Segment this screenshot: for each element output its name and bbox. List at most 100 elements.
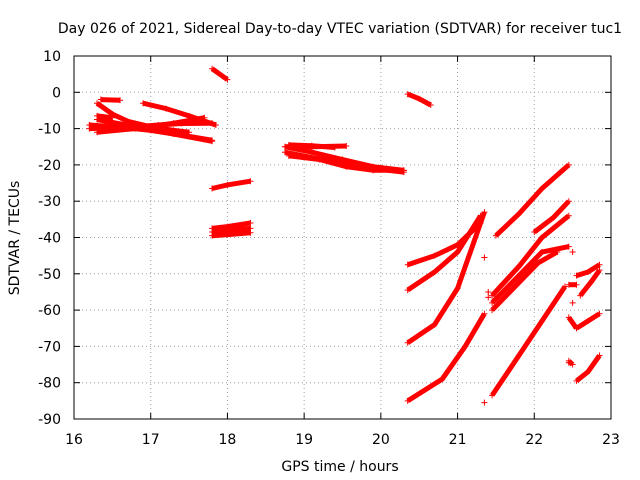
data-point xyxy=(404,397,411,404)
series-arc-21 xyxy=(406,214,483,293)
data-point xyxy=(281,149,288,156)
data-point xyxy=(404,261,411,268)
y-tick-label: -20 xyxy=(38,158,61,174)
data-point xyxy=(94,129,101,136)
y-tick-label: -80 xyxy=(38,376,61,392)
y-tick-label: -60 xyxy=(38,303,61,319)
y-axis: 10 0 -10 -20 -30 -40 -50 -60 -70 -80 -90 xyxy=(38,49,611,428)
data-point xyxy=(163,105,170,112)
x-tick-label: 21 xyxy=(449,432,467,448)
data-point xyxy=(565,198,572,205)
data-point xyxy=(404,339,411,346)
data-point xyxy=(247,178,254,185)
series-arc-34 xyxy=(574,354,602,383)
data-point xyxy=(569,249,576,256)
data-point xyxy=(515,352,522,359)
y-tick-label: -90 xyxy=(38,412,61,428)
data-point xyxy=(515,272,522,279)
data-point xyxy=(86,121,93,128)
data-point xyxy=(400,167,407,174)
data-point xyxy=(481,209,488,216)
data-point xyxy=(538,234,545,241)
data-point xyxy=(531,229,538,236)
data-point xyxy=(247,229,254,236)
data-point xyxy=(515,263,522,270)
x-tick-label: 16 xyxy=(65,432,83,448)
data-point xyxy=(596,267,603,274)
y-tick-label: 0 xyxy=(52,85,61,101)
data-point xyxy=(224,181,231,188)
data-point xyxy=(481,310,488,317)
data-point xyxy=(147,123,154,130)
data-point xyxy=(331,144,338,151)
data-point xyxy=(343,163,350,170)
data-point xyxy=(588,278,595,285)
data-point xyxy=(343,143,350,150)
data-point xyxy=(224,76,231,83)
y-tick-label: -50 xyxy=(38,267,61,283)
data-point xyxy=(584,317,591,324)
series-arc-10 xyxy=(211,178,251,191)
data-point xyxy=(565,359,572,366)
y-tick-label: -10 xyxy=(38,122,61,138)
data-point xyxy=(281,143,288,150)
data-point xyxy=(186,112,193,119)
chart-title: Day 026 of 2021, Sidereal Day-to-day VTE… xyxy=(58,21,622,37)
x-tick-label: 22 xyxy=(525,432,543,448)
data-point xyxy=(431,268,438,275)
data-point xyxy=(224,231,231,238)
data-point xyxy=(109,114,116,121)
data-point xyxy=(462,343,469,350)
series-arc-26 xyxy=(490,244,570,305)
data-point xyxy=(535,259,542,266)
data-point xyxy=(427,102,434,109)
data-point xyxy=(170,127,177,134)
data-series xyxy=(86,65,603,406)
series-arc-23 xyxy=(406,312,487,404)
x-tick-label: 18 xyxy=(219,432,237,448)
x-tick-label: 17 xyxy=(142,432,160,448)
data-point xyxy=(132,125,139,132)
x-tick-label: 19 xyxy=(295,432,313,448)
data-point xyxy=(485,294,492,301)
data-point xyxy=(584,268,591,275)
data-point xyxy=(212,121,219,128)
data-point xyxy=(565,161,572,168)
data-point xyxy=(512,283,519,290)
data-point xyxy=(285,152,292,159)
data-point xyxy=(209,232,216,239)
data-point xyxy=(186,129,193,136)
data-point xyxy=(489,299,496,306)
data-point xyxy=(573,281,580,288)
data-point xyxy=(454,285,461,292)
data-point xyxy=(97,96,104,103)
data-point xyxy=(489,392,496,399)
data-point xyxy=(285,141,292,148)
series-arc-22 xyxy=(406,211,487,345)
data-point xyxy=(431,321,438,328)
data-point xyxy=(596,310,603,317)
data-point xyxy=(596,261,603,268)
series-arc-08 xyxy=(142,100,217,128)
data-point xyxy=(565,281,572,288)
data-point xyxy=(439,376,446,383)
data-point xyxy=(117,97,124,104)
data-point xyxy=(561,283,568,290)
data-point xyxy=(308,149,315,156)
data-point xyxy=(538,185,545,192)
data-point xyxy=(538,317,545,324)
data-point xyxy=(170,120,177,127)
series-arc-29 xyxy=(490,285,568,397)
x-tick-label: 23 xyxy=(602,432,620,448)
y-axis-label: SDTVAR / TECUs xyxy=(7,181,23,296)
data-point xyxy=(550,214,557,221)
series-arc-24 xyxy=(494,163,571,238)
data-point xyxy=(538,249,545,256)
x-axis-label: GPS time / hours xyxy=(281,459,398,475)
y-tick-label: 10 xyxy=(43,49,61,65)
y-tick-label: -40 xyxy=(38,231,61,247)
data-point xyxy=(489,292,496,299)
data-point xyxy=(209,185,216,192)
series-arc-25 xyxy=(490,249,559,312)
series-arc-30 xyxy=(566,315,579,330)
